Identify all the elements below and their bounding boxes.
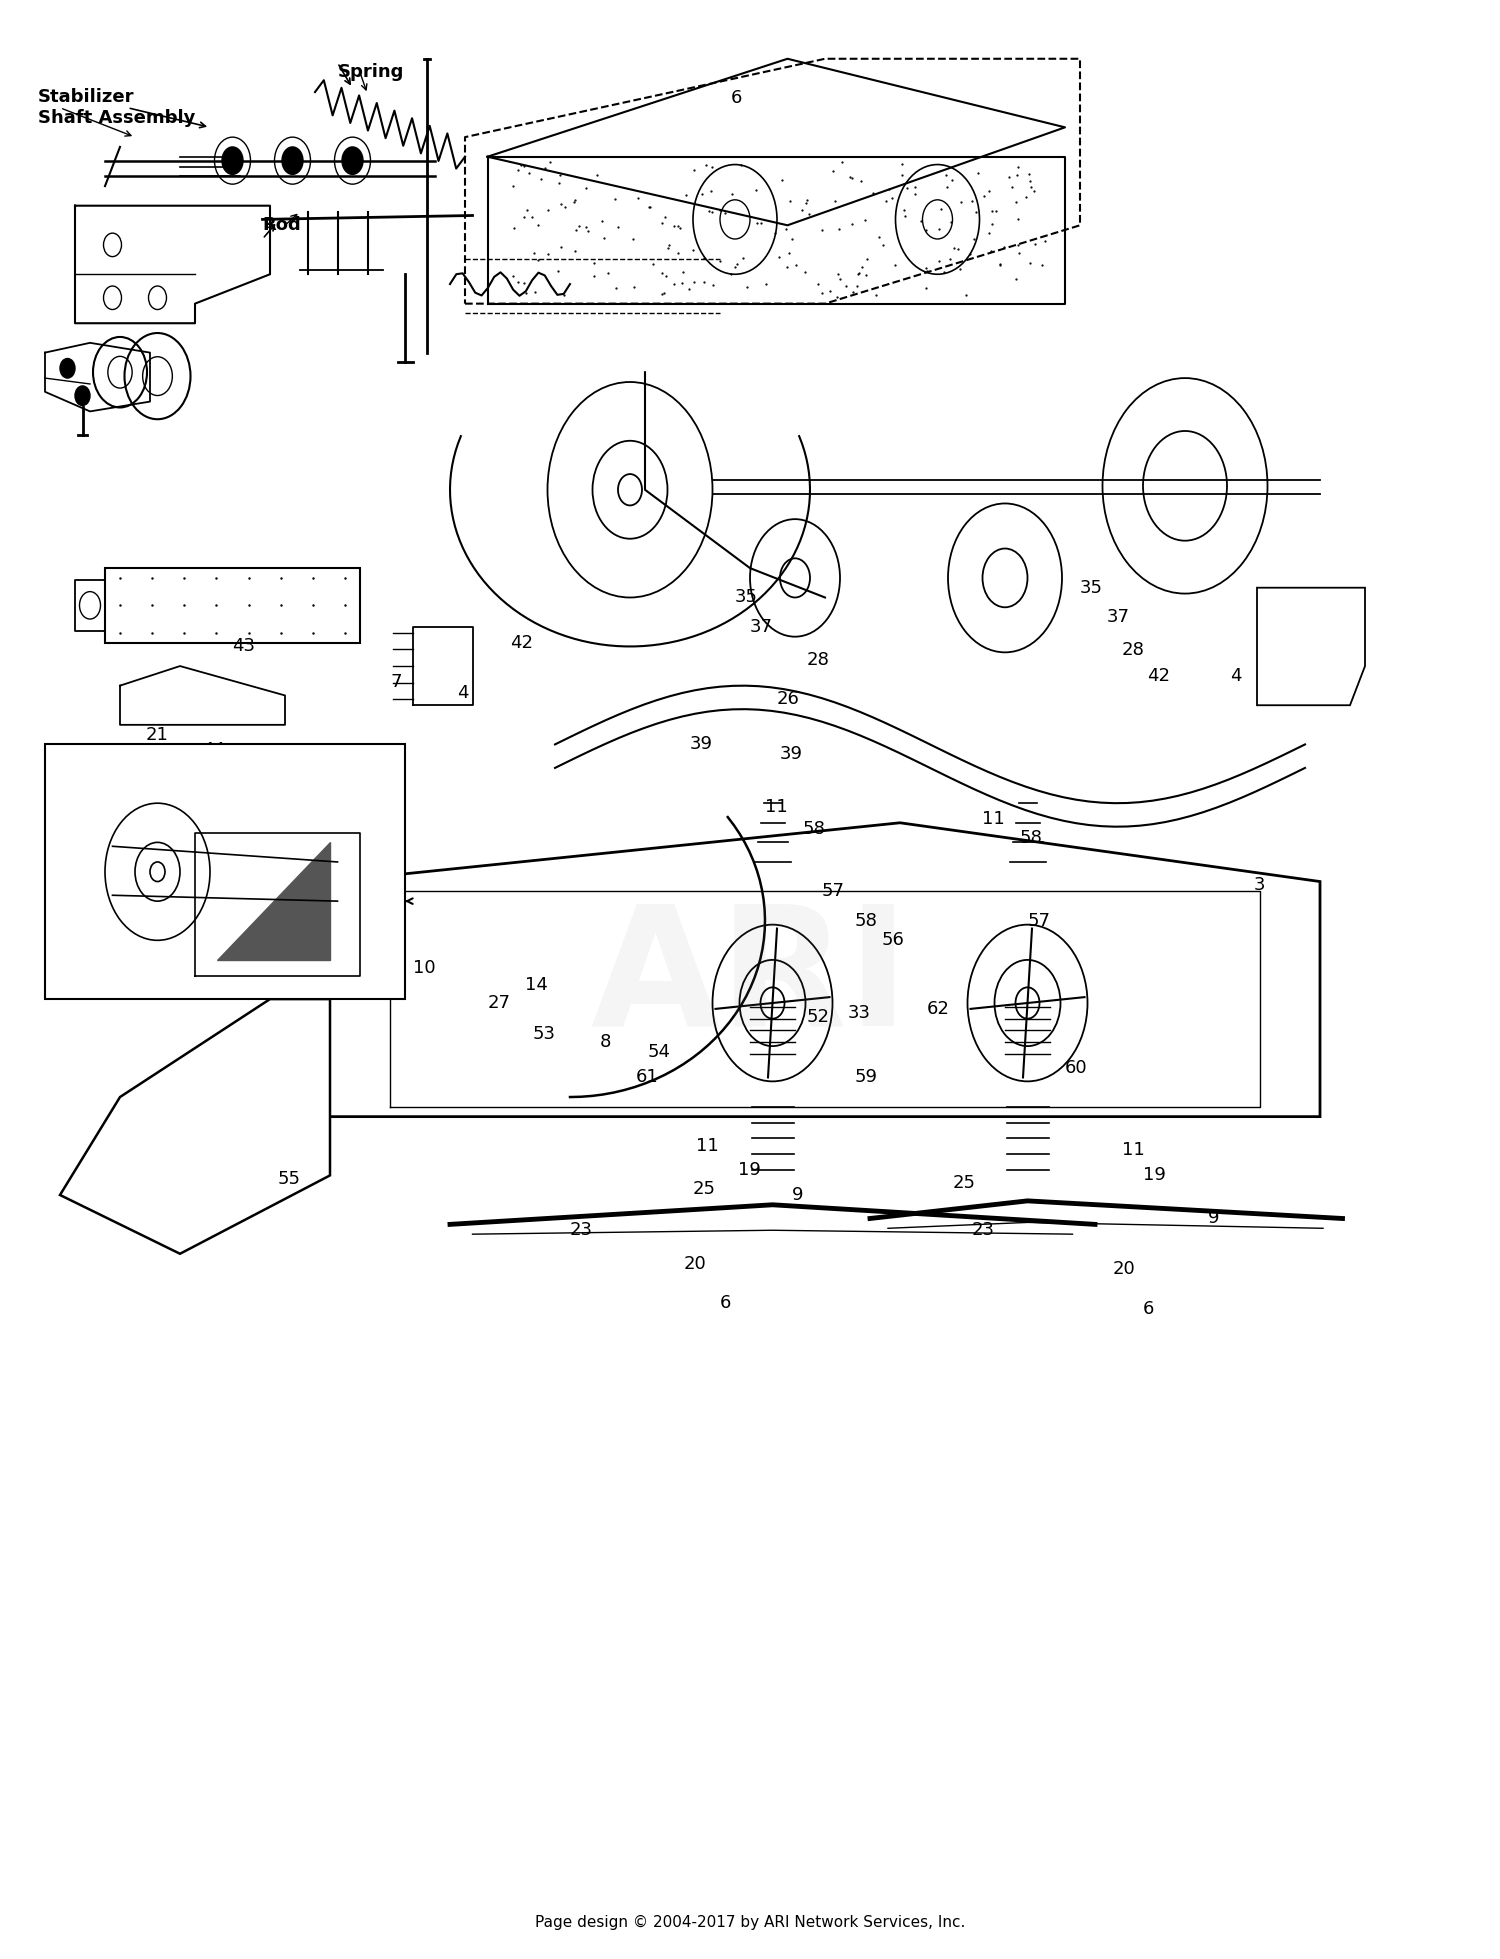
Text: 7: 7 xyxy=(390,672,402,692)
Text: 11: 11 xyxy=(1122,1140,1144,1160)
Circle shape xyxy=(75,386,90,406)
Text: 56: 56 xyxy=(882,931,904,950)
Text: 22: 22 xyxy=(82,950,105,970)
Text: 17: 17 xyxy=(98,895,120,915)
Text: 58: 58 xyxy=(855,911,877,931)
Text: 28: 28 xyxy=(807,650,830,670)
Text: 52: 52 xyxy=(807,1007,830,1027)
Text: 62: 62 xyxy=(927,999,950,1019)
Text: 11: 11 xyxy=(765,797,788,817)
Text: 9: 9 xyxy=(1208,1209,1219,1228)
Text: 57: 57 xyxy=(1028,911,1050,931)
Text: 45: 45 xyxy=(285,758,308,778)
Text: 57: 57 xyxy=(822,882,844,901)
Text: 58: 58 xyxy=(1020,829,1042,848)
Polygon shape xyxy=(60,999,330,1254)
Text: 39: 39 xyxy=(690,735,712,754)
Text: 54: 54 xyxy=(648,1042,670,1062)
Text: 55: 55 xyxy=(278,1170,300,1189)
Text: 6: 6 xyxy=(1143,1299,1155,1318)
Text: 61: 61 xyxy=(636,1068,658,1087)
Text: 19: 19 xyxy=(1143,1166,1166,1185)
Text: 37: 37 xyxy=(1107,607,1130,627)
Text: ARI: ARI xyxy=(591,897,909,1062)
Polygon shape xyxy=(270,823,1320,1117)
Text: 23: 23 xyxy=(570,1220,592,1240)
Text: 43: 43 xyxy=(232,637,255,656)
Text: 9: 9 xyxy=(792,1185,804,1205)
Text: 10: 10 xyxy=(413,958,435,978)
Text: 4: 4 xyxy=(458,684,470,703)
Polygon shape xyxy=(217,842,330,960)
Text: 13: 13 xyxy=(222,887,245,907)
Circle shape xyxy=(342,147,363,174)
Text: 21: 21 xyxy=(146,725,168,744)
Text: 58: 58 xyxy=(802,819,825,838)
Text: 35: 35 xyxy=(1080,578,1102,597)
Text: 3: 3 xyxy=(1254,876,1266,895)
Text: 11: 11 xyxy=(982,809,1005,829)
Text: 23: 23 xyxy=(972,1220,994,1240)
Circle shape xyxy=(60,358,75,378)
Text: 25: 25 xyxy=(693,1179,715,1199)
Text: 6: 6 xyxy=(730,88,742,108)
Text: 19: 19 xyxy=(738,1160,760,1179)
FancyBboxPatch shape xyxy=(45,744,405,999)
Text: 14: 14 xyxy=(525,976,548,995)
Polygon shape xyxy=(1257,588,1365,705)
Text: 35: 35 xyxy=(735,588,758,607)
Text: 20: 20 xyxy=(1113,1260,1136,1279)
Text: 60: 60 xyxy=(1065,1058,1088,1077)
Text: Page design © 2004-2017 by ARI Network Services, Inc.: Page design © 2004-2017 by ARI Network S… xyxy=(536,1914,964,1930)
Text: 33: 33 xyxy=(847,1003,870,1023)
Text: 18: 18 xyxy=(172,901,195,921)
Text: 59: 59 xyxy=(855,1068,877,1087)
FancyBboxPatch shape xyxy=(105,568,360,643)
Text: 11: 11 xyxy=(696,1136,718,1156)
Text: 8: 8 xyxy=(600,1032,612,1052)
Text: 6: 6 xyxy=(720,1293,732,1313)
Text: 27: 27 xyxy=(488,993,510,1013)
Text: 44: 44 xyxy=(202,741,225,760)
Text: 20: 20 xyxy=(684,1254,706,1273)
Text: Spring: Spring xyxy=(338,63,404,82)
Text: Rod: Rod xyxy=(262,215,302,235)
Text: 42: 42 xyxy=(1148,666,1170,686)
Circle shape xyxy=(282,147,303,174)
Text: 37: 37 xyxy=(750,617,772,637)
Text: 28: 28 xyxy=(1122,641,1144,660)
Text: 25: 25 xyxy=(952,1173,975,1193)
Text: 39: 39 xyxy=(780,744,802,764)
Text: Stabilizer
Shaft Assembly: Stabilizer Shaft Assembly xyxy=(38,88,195,127)
Circle shape xyxy=(222,147,243,174)
Text: 53: 53 xyxy=(532,1025,555,1044)
Text: 42: 42 xyxy=(510,633,532,652)
Text: 4: 4 xyxy=(1230,666,1242,686)
Text: 26: 26 xyxy=(777,690,800,709)
